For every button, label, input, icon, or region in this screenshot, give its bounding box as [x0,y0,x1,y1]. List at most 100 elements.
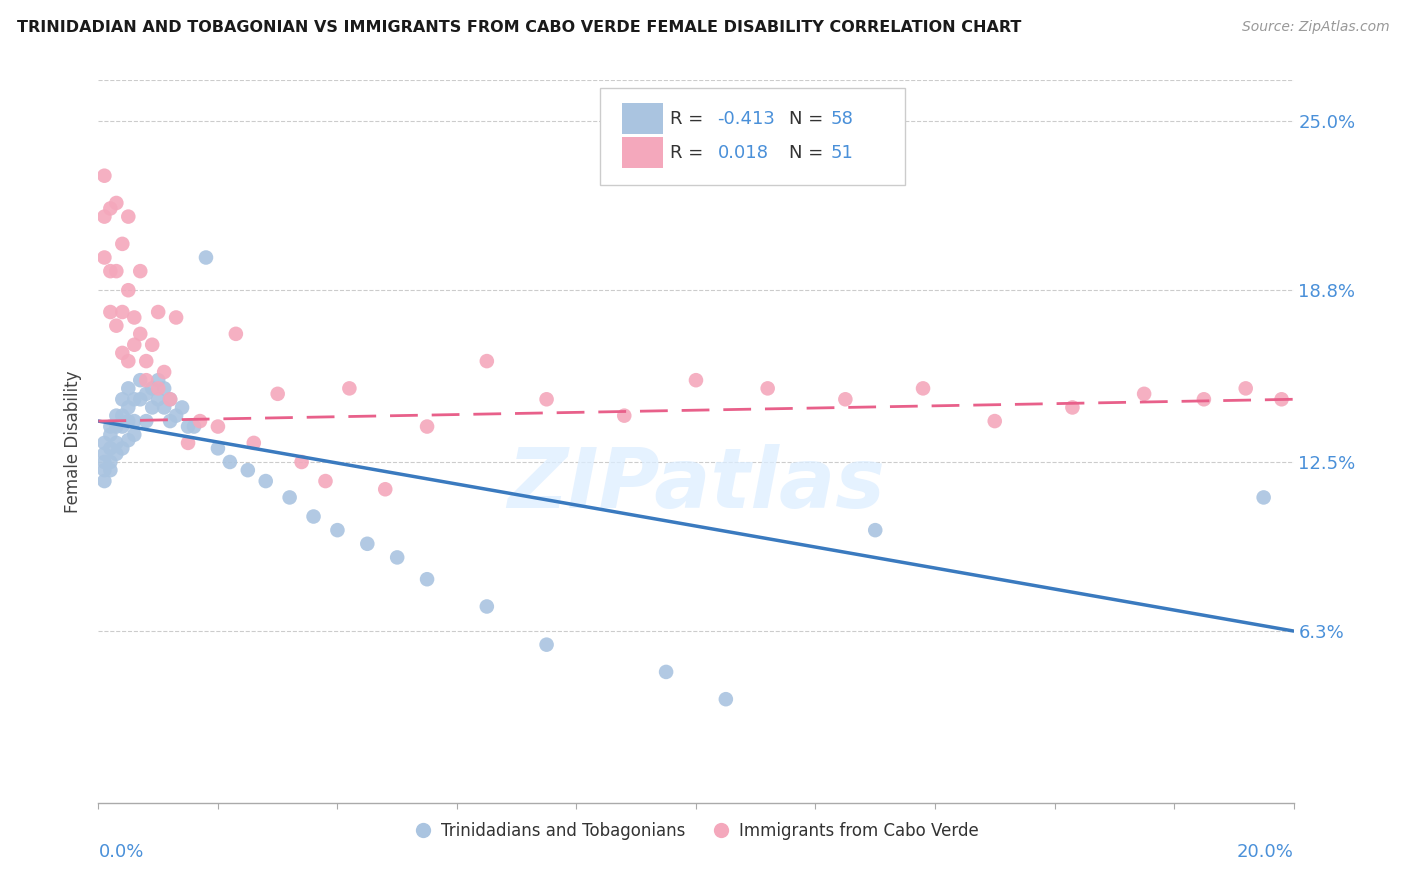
Point [475,354,498,368]
Point [153,381,176,395]
Point [148,392,170,407]
Point [834,392,856,407]
Point [129,373,152,387]
Point [219,455,242,469]
Text: R =: R = [669,110,703,128]
Point [207,442,229,456]
Text: 0.0%: 0.0% [98,843,143,861]
Point [685,373,707,387]
Point [148,305,170,319]
Y-axis label: Female Disability: Female Disability [65,370,83,513]
Point [93,463,115,477]
Point [165,310,187,325]
Point [111,305,134,319]
Point [1192,392,1215,407]
Point [475,599,498,614]
Point [105,419,128,434]
Point [1234,381,1257,395]
Point [141,337,163,351]
Text: N =: N = [789,144,824,161]
Point [1062,401,1084,415]
Point [302,509,325,524]
Point [124,414,146,428]
Point [254,474,277,488]
Point [135,373,157,387]
Point [98,202,122,216]
Point [141,381,163,395]
Point [93,210,115,224]
Point [195,251,218,265]
Point [613,409,636,423]
Point [177,419,200,434]
Point [183,419,205,434]
Point [148,373,170,387]
Point [536,392,558,407]
Point [148,381,170,395]
Point [111,346,134,360]
Point [111,419,134,434]
Point [177,436,200,450]
Point [124,392,146,407]
Point [98,264,122,278]
Text: N =: N = [789,110,824,128]
Point [912,381,935,395]
Text: 0.018: 0.018 [717,144,769,161]
Point [135,387,157,401]
Point [1133,387,1156,401]
Point [1253,491,1275,505]
Point [159,392,181,407]
FancyBboxPatch shape [621,103,662,135]
Point [117,433,139,447]
Point [326,523,349,537]
Point [714,692,737,706]
Text: 51: 51 [831,144,853,161]
Point [135,414,157,428]
Point [117,210,139,224]
Point [98,419,122,434]
Point [141,401,163,415]
Point [159,392,181,407]
Point [172,401,194,415]
Point [315,474,337,488]
Point [111,442,134,456]
Point [105,447,128,461]
Point [111,392,134,407]
Point [135,354,157,368]
Point [93,447,115,461]
Text: TRINIDADIAN AND TOBAGONIAN VS IMMIGRANTS FROM CABO VERDE FEMALE DISABILITY CORRE: TRINIDADIAN AND TOBAGONIAN VS IMMIGRANTS… [17,20,1021,35]
Point [117,381,139,395]
Point [655,665,678,679]
Point [756,381,779,395]
Point [356,537,378,551]
Point [93,455,115,469]
Point [188,414,211,428]
Point [124,337,146,351]
Text: 58: 58 [831,110,853,128]
Text: R =: R = [669,144,703,161]
Point [153,365,176,379]
Point [374,482,396,496]
Point [416,572,439,586]
Point [117,401,139,415]
Point [105,196,128,211]
Point [93,251,115,265]
Point [105,264,128,278]
Point [385,550,409,565]
Point [105,409,128,423]
Point [1271,392,1294,407]
Point [98,455,122,469]
Point [865,523,887,537]
Point [165,409,187,423]
Point [129,264,152,278]
Point [339,381,361,395]
Text: -0.413: -0.413 [717,110,775,128]
Point [416,419,439,434]
Text: 20.0%: 20.0% [1237,843,1294,861]
Point [105,436,128,450]
Point [153,401,176,415]
Point [536,638,558,652]
Point [105,318,128,333]
Point [243,436,266,450]
FancyBboxPatch shape [600,87,905,185]
Point [93,436,115,450]
